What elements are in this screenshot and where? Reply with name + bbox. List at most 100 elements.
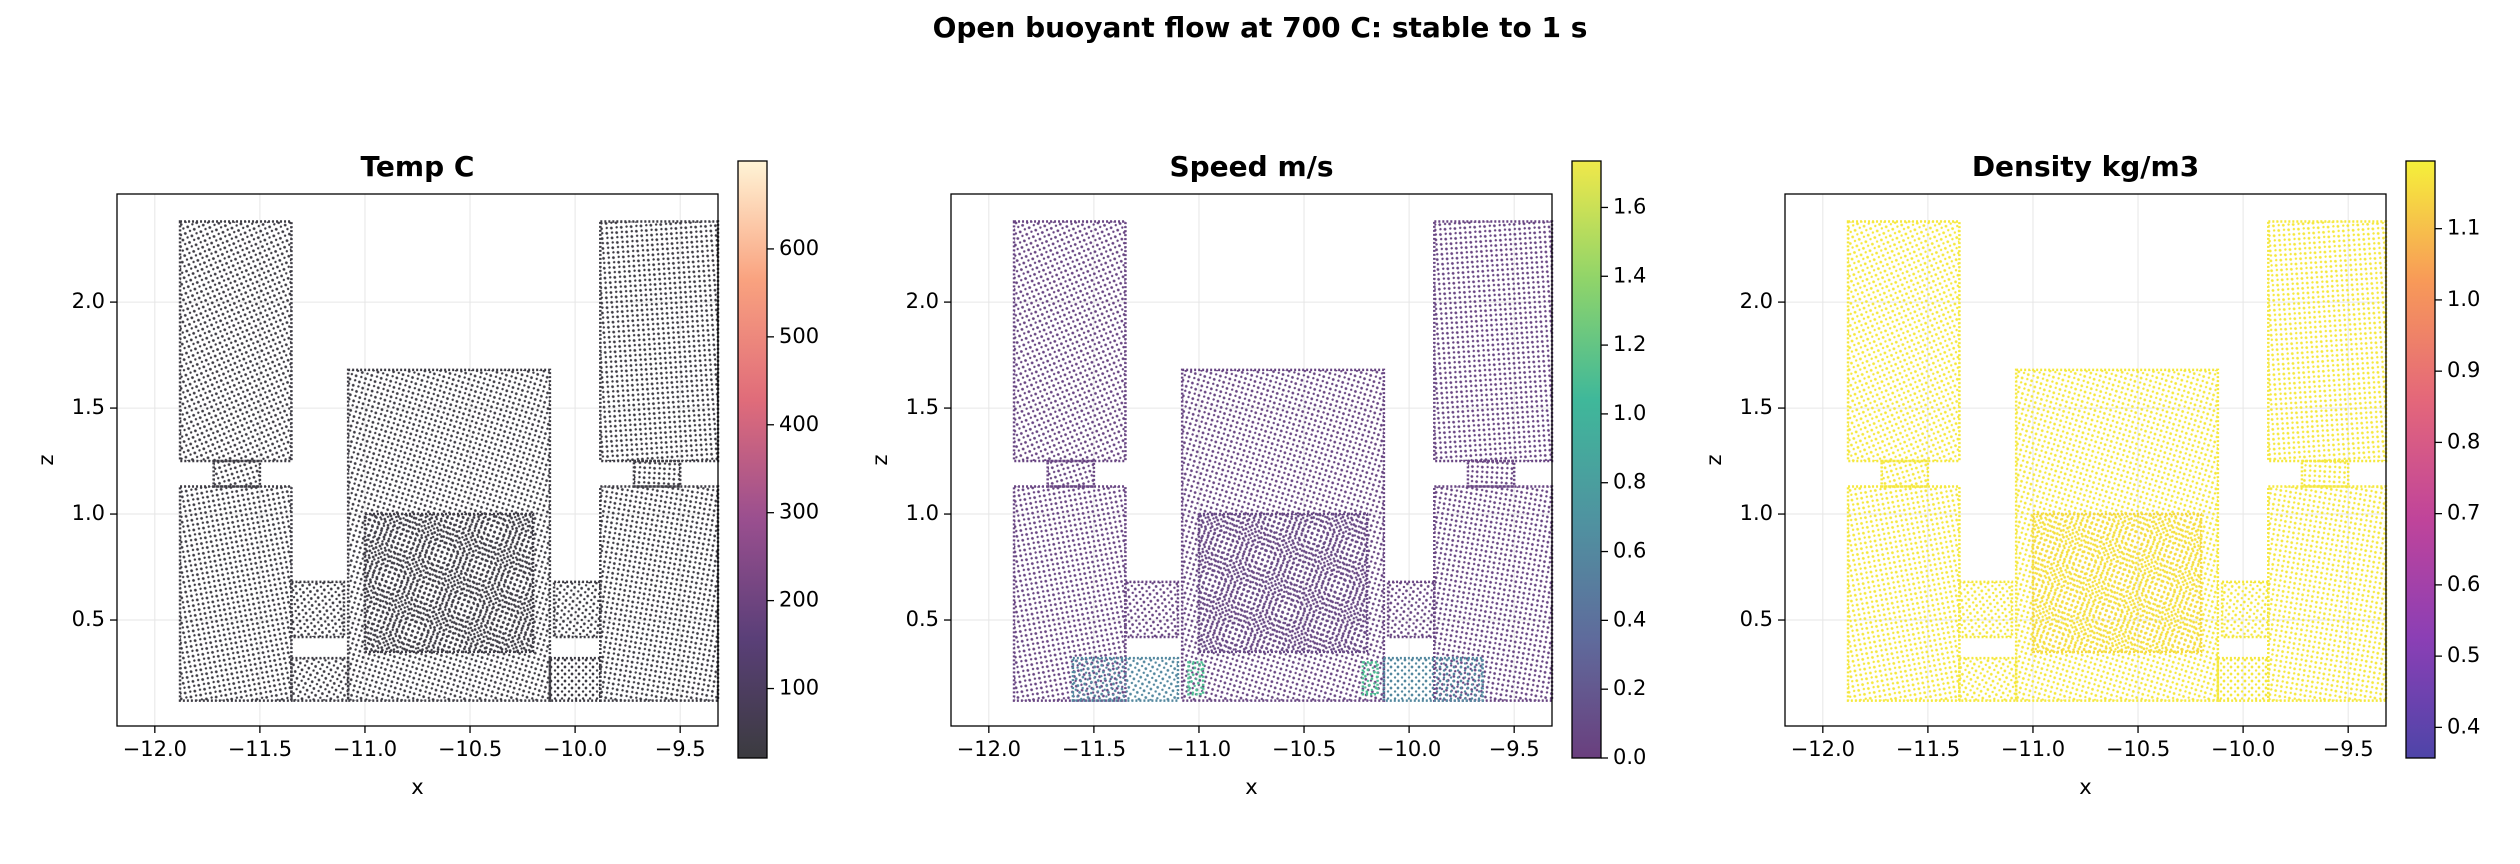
x-axis-label: x (1245, 775, 1257, 799)
y-tick-label: 0.5 (1740, 607, 1773, 631)
colorbar-tick-label: 1.6 (1613, 194, 1646, 218)
axes-title: Temp C (361, 150, 475, 183)
particle-region (1433, 220, 1554, 463)
y-tick-label: 0.5 (72, 607, 105, 631)
x-tick-label: −10.5 (438, 737, 502, 761)
colorbar-tick-label: 1.1 (2447, 216, 2480, 240)
particle-region (178, 220, 293, 463)
x-axis-label: x (411, 775, 423, 799)
particle-region (1046, 459, 1096, 488)
x-tick-label: −10.0 (543, 737, 607, 761)
colorbar-tick-label: 0.2 (1613, 676, 1646, 700)
particle-region (1846, 485, 1961, 702)
particle-region (1958, 656, 2018, 702)
particle-region (1466, 459, 1516, 488)
x-tick-label: −9.5 (1489, 737, 1540, 761)
x-tick-label: −9.5 (655, 737, 706, 761)
particle-region (632, 459, 682, 488)
y-tick-label: 1.0 (72, 501, 105, 525)
colorbar-tick-label: 1.2 (1613, 332, 1646, 356)
colorbar-tick-label: 0.8 (1613, 470, 1646, 494)
colorbar-tick-label: 0.0 (1613, 745, 1646, 769)
y-tick-label: 0.5 (906, 607, 939, 631)
particle-region (212, 459, 262, 488)
y-tick-label: 2.0 (72, 289, 105, 313)
y-tick-label: 1.0 (906, 501, 939, 525)
colorbar-tick-label: 0.9 (2447, 358, 2480, 382)
x-tick-label: −11.5 (1896, 737, 1960, 761)
axes-frame (116, 193, 719, 727)
x-tick-label: −12.0 (123, 737, 187, 761)
x-tick-label: −10.5 (2106, 737, 2170, 761)
particle-region (1071, 656, 1180, 702)
x-tick-label: −10.0 (2211, 737, 2275, 761)
colorbar (737, 160, 768, 759)
colorbar-tick-label: 0.7 (2447, 501, 2480, 525)
y-tick-label: 1.0 (1740, 501, 1773, 525)
x-tick-label: −11.0 (1167, 737, 1231, 761)
particle-region (1187, 661, 1205, 696)
particle-region (2267, 485, 2388, 702)
x-tick-label: −10.0 (1377, 737, 1441, 761)
particle-region (1880, 459, 1930, 488)
colorbar-tick-label: 500 (779, 324, 819, 348)
particle-region (363, 512, 535, 654)
particle-region (1197, 512, 1369, 654)
figure-title: Open buoyant flow at 700 C: stable to 1 … (933, 11, 1588, 44)
axes-frame (1784, 193, 2387, 727)
colorbar-tick-label: 0.6 (1613, 539, 1646, 563)
colorbar-tick-label: 600 (779, 236, 819, 260)
y-axis-label: z (868, 454, 892, 465)
x-tick-label: −11.5 (1062, 737, 1126, 761)
y-tick-label: 2.0 (1740, 289, 1773, 313)
particle-region (1382, 656, 1484, 702)
x-tick-label: −11.5 (228, 737, 292, 761)
particle-region (2267, 220, 2388, 463)
x-tick-label: −9.5 (2323, 737, 2374, 761)
particle-region (1386, 580, 1436, 639)
y-axis-label: z (1702, 454, 1726, 465)
colorbar-tick-label: 200 (779, 588, 819, 612)
particle-region (2300, 459, 2350, 488)
axes-title: Density kg/m3 (1972, 150, 2199, 183)
particle-region (290, 656, 350, 702)
colorbar-tick-label: 400 (779, 412, 819, 436)
axes-frame (950, 193, 1553, 727)
colorbar-tick-label: 300 (779, 500, 819, 524)
x-tick-label: −10.5 (1272, 737, 1336, 761)
colorbar-tick-label: 1.0 (1613, 401, 1646, 425)
colorbar-tick-label: 0.4 (2447, 714, 2480, 738)
colorbar (2405, 160, 2436, 759)
x-tick-label: −11.0 (2001, 737, 2065, 761)
colorbar-tick-label: 0.8 (2447, 429, 2480, 453)
y-tick-label: 1.5 (1740, 395, 1773, 419)
colorbar-tick-label: 100 (779, 676, 819, 700)
colorbar-tick-label: 0.5 (2447, 643, 2480, 667)
y-tick-label: 2.0 (906, 289, 939, 313)
x-axis-label: x (2079, 775, 2091, 799)
y-tick-label: 1.5 (72, 395, 105, 419)
particle-region (290, 580, 346, 639)
particle-region (1846, 220, 1961, 463)
colorbar-tick-label: 0.4 (1613, 607, 1646, 631)
particle-region (2031, 512, 2203, 654)
colorbar (1571, 160, 1602, 759)
x-tick-label: −11.0 (333, 737, 397, 761)
particle-region (1958, 580, 2014, 639)
particle-region (1012, 220, 1127, 463)
particle-region (2220, 580, 2270, 639)
particle-region (2216, 656, 2270, 702)
particle-region (1361, 661, 1379, 696)
colorbar-tick-label: 1.4 (1613, 263, 1646, 287)
particle-region (599, 485, 720, 702)
axes-title: Speed m/s (1169, 150, 1333, 183)
x-tick-label: −12.0 (957, 737, 1021, 761)
colorbar-tick-label: 1.0 (2447, 287, 2480, 311)
y-axis-label: z (34, 454, 58, 465)
particle-region (552, 580, 602, 639)
particle-region (178, 485, 293, 702)
y-tick-label: 1.5 (906, 395, 939, 419)
colorbar-tick-label: 0.6 (2447, 572, 2480, 596)
particle-region (548, 656, 602, 702)
